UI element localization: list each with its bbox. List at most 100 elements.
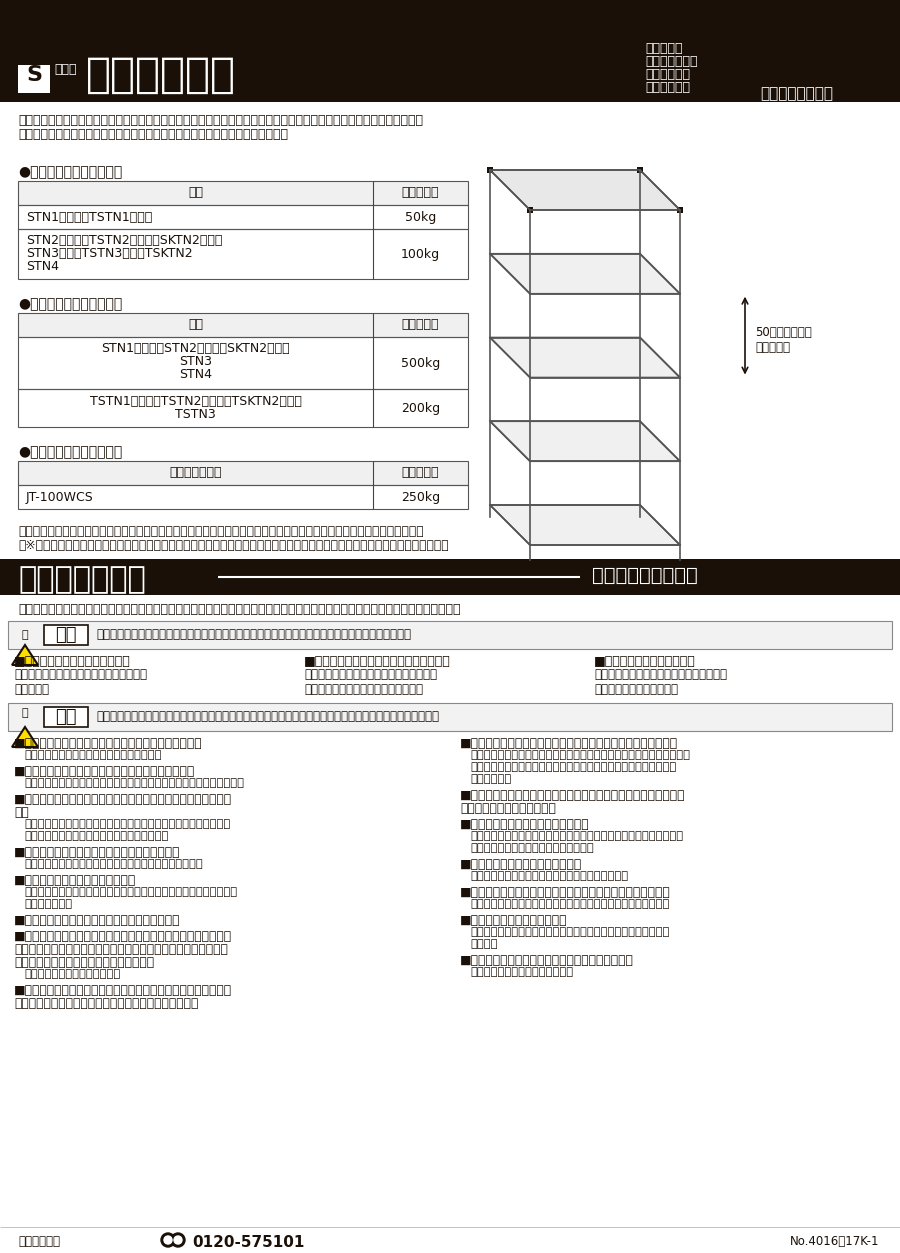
Text: ●棚１連あたりの最大荷重: ●棚１連あたりの最大荷重: [18, 297, 122, 311]
Text: に強く、汚れも目立ちません。工場倉庫・店舗で、末永くご使用いただけます。: に強く、汚れも目立ちません。工場倉庫・店舗で、末永くご使用いただけます。: [18, 128, 288, 142]
Text: もあります。: もあります。: [470, 774, 511, 784]
Text: ■組立作業時は、必ず複数の人間で行って下さい。: ■組立作業時は、必ず複数の人間で行って下さい。: [460, 954, 634, 967]
Text: 均等耐荷重: 均等耐荷重: [401, 318, 439, 331]
Bar: [18, 205, 468, 229]
Text: ■消耗品には寿命があります。: ■消耗品には寿命があります。: [460, 913, 568, 927]
Text: 安全上のご注意: 安全上のご注意: [18, 565, 146, 594]
Text: 本体が腐食し、倒壊するおそれがあります。商品が濡れた場合は、: 本体が腐食し、倒壊するおそれがあります。商品が濡れた場合は、: [24, 819, 230, 829]
Text: 警告: 警告: [55, 626, 76, 644]
Text: ■可動面の隙間に指を入れますと、指をはさむおそれがありますの: ■可動面の隙間に指を入れますと、指をはさむおそれがありますの: [460, 789, 686, 802]
Bar: [487, 167, 493, 173]
Text: ■傾斜地では使用しないで下さい。: ■傾斜地では使用しないで下さい。: [14, 875, 136, 887]
Text: ■製品の上に腰を掛けたり、乗ったりしないで下さい。: ■製品の上に腰を掛けたり、乗ったりしないで下さい。: [14, 737, 203, 751]
Text: 転倒・落下により、けがをするおそれがあります。: 転倒・落下により、けがをするおそれがあります。: [470, 871, 628, 881]
Text: をされる場合は購入店へご相談下さい。: をされる場合は購入店へご相談下さい。: [470, 843, 594, 853]
Text: 等高温になった器具類、加熱したナベ・ヤカン等を直接置く等、: 等高温になった器具類、加熱したナベ・ヤカン等を直接置く等、: [14, 944, 228, 956]
Text: 可動部等に異常音等（摩耗現象）が発生した場合購入店へご相談: 可動部等に異常音等（摩耗現象）が発生した場合購入店へご相談: [470, 927, 670, 937]
Text: STN4: STN4: [179, 368, 212, 381]
Text: 50kg: 50kg: [405, 211, 436, 224]
Text: サカエラック: サカエラック: [86, 54, 236, 96]
Text: 誤った使いかたをすると「損傷または財産への損害が発生する可能性が想定される」内容を説明しています。: 誤った使いかたをすると「損傷または財産への損害が発生する可能性が想定される」内容…: [96, 710, 439, 723]
Bar: [8, 703, 892, 730]
Bar: [44, 625, 88, 645]
Text: JT-100WCS: JT-100WCS: [26, 491, 94, 504]
Bar: [677, 207, 683, 213]
Bar: [18, 313, 468, 337]
Text: 転倒等の事故の原因となります。: 転倒等の事故の原因となります。: [470, 967, 573, 977]
Polygon shape: [490, 337, 680, 377]
Text: 均等耐荷重: 均等耐荷重: [401, 185, 439, 199]
Text: アジャスターで調整し、水平の状態で使用して下さい。: アジャスターで調整し、水平の状態で使用して下さい。: [14, 997, 198, 1010]
Text: お使いになる人や、他の人への危険や財産への損害を未然に防止するため、必ずお守りいただく内容を次の要領で説明しています。: お使いになる人や、他の人への危険や財産への損害を未然に防止するため、必ずお守りい…: [18, 603, 461, 616]
Bar: [18, 65, 50, 93]
Polygon shape: [490, 505, 680, 545]
Text: 500kg: 500kg: [400, 357, 440, 370]
Text: 必ずお守りください: 必ずお守りください: [592, 566, 698, 585]
Text: ■不安定な場所に置かない。: ■不安定な場所に置かない。: [594, 655, 696, 668]
Text: ■直射日光の当たる所に製品を置いたり、製品の上にハンダゴテ: ■直射日光の当たる所に製品を置いたり、製品の上にハンダゴテ: [14, 930, 232, 944]
Text: お客様相談室: お客様相談室: [18, 1235, 60, 1248]
Text: STN3　　　TSTN3　　　TSKTN2: STN3 TSTN3 TSKTN2: [26, 247, 193, 261]
Text: ！: ！: [22, 630, 28, 640]
Text: 温度・湿度の著しい環境は避けて下さい。: 温度・湿度の著しい環境は避けて下さい。: [14, 956, 154, 969]
Bar: [0, 0, 900, 101]
Text: オプション品番: オプション品番: [169, 466, 221, 479]
Text: ■移動時は、ラックが傾かないようにゆっくり運ぶ。: ■移動時は、ラックが傾かないようにゆっくり運ぶ。: [14, 766, 195, 778]
Bar: [18, 461, 468, 485]
Text: れがあります。: れがあります。: [24, 898, 72, 908]
Bar: [18, 180, 468, 205]
Text: STN1タイプ・TSTN1タイプ: STN1タイプ・TSTN1タイプ: [26, 211, 152, 224]
Text: 品番: 品番: [188, 318, 203, 331]
Text: ●キャスター時の最大荷重: ●キャスター時の最大荷重: [18, 445, 122, 459]
Text: ■取付ビスがゆるんだり、外れたままで使用しないで下さい。: ■取付ビスがゆるんだり、外れたままで使用しないで下さい。: [460, 886, 670, 898]
Text: で絶対に入れないで下さい。: で絶対に入れないで下さい。: [460, 802, 556, 814]
Text: 積載荷重は、製品の耐荷重の範囲内にして下さい。それ以上載せたり、荷重が片寄りますと製品破損の恐れがあります。: 積載荷重は、製品の耐荷重の範囲内にして下さい。それ以上載せたり、荷重が片寄ります…: [18, 525, 424, 538]
Circle shape: [171, 1233, 185, 1247]
Text: TSTN3: TSTN3: [176, 408, 216, 421]
Bar: [18, 388, 468, 427]
Text: 下さい。: 下さい。: [470, 938, 498, 949]
Text: 傾斜棚タイプ: 傾斜棚タイプ: [645, 68, 690, 81]
Text: ■壊れやすい物、危険物、薬品等は収納しない。: ■壊れやすい物、危険物、薬品等は収納しない。: [14, 846, 181, 860]
Text: ■耐荷重以上の荷物を置かない。: ■耐荷重以上の荷物を置かない。: [14, 655, 130, 668]
Text: このたびは、サカエラックをお買い上げいただき、まことにありがとうございます。本製品は、粉体塗装でサビ・キズ等: このたびは、サカエラックをお買い上げいただき、まことにありがとうございます。本製…: [18, 114, 423, 127]
Bar: [527, 207, 533, 213]
Text: い。: い。: [14, 806, 29, 819]
Text: STN4: STN4: [26, 261, 59, 273]
Text: STN2タイプ・TSTN2タイプ・SKTN2タイプ: STN2タイプ・TSTN2タイプ・SKTN2タイプ: [26, 234, 222, 247]
Bar: [44, 707, 88, 727]
Text: 破損してけがをしたり、健康を害するおそれがあります。: 破損してけがをしたり、健康を害するおそれがあります。: [24, 860, 203, 870]
Text: ●棚１段あたりの最大荷重: ●棚１段あたりの最大荷重: [18, 165, 122, 179]
Text: 注意: 注意: [55, 708, 76, 725]
Text: 250kg: 250kg: [400, 491, 440, 504]
Text: S: S: [26, 65, 42, 85]
Text: 変形や破損、転倒等の原因により抜け落ちるおそれがあります。: 変形や破損、転倒等の原因により抜け落ちるおそれがあります。: [470, 898, 670, 908]
Text: 転倒したり、天板が破損したり、足を滑ら
せて、けがをするおそれがあります。: 転倒したり、天板が破損したり、足を滑ら せて、けがをするおそれがあります。: [304, 668, 437, 695]
Text: 固定タイプ: 固定タイプ: [645, 43, 682, 55]
Text: 荷物が落ちたり、転倒して破損したり、けがをするおそれがあります。: 荷物が落ちたり、転倒して破損したり、けがをするおそれがあります。: [24, 778, 244, 788]
Text: ラックに触れて倒れたりして、けがをするおそれがあります。また、連: ラックに触れて倒れたりして、けがをするおそれがあります。また、連: [470, 751, 690, 761]
Text: STN3: STN3: [179, 355, 212, 368]
Text: コボレ止め付: コボレ止め付: [645, 81, 690, 94]
Text: ■野外や水のかかる場所で使用しない。また、濡れた物を置かな: ■野外や水のかかる場所で使用しない。また、濡れた物を置かな: [14, 793, 232, 806]
Circle shape: [174, 1235, 182, 1244]
Text: ■アジャスター付き製品本体と、床面等にガタツキがある時は、: ■アジャスター付き製品本体と、床面等にガタツキがある時は、: [14, 984, 232, 997]
Circle shape: [164, 1235, 172, 1244]
Text: 0120-575101: 0120-575101: [192, 1235, 304, 1250]
Bar: [18, 229, 468, 279]
Text: ラックが倒れたり、荷物が落下して、けが
をするおそれがあります。: ラックが倒れたり、荷物が落下して、けが をするおそれがあります。: [594, 668, 727, 695]
Text: ！: ！: [22, 708, 28, 718]
Text: ■変形・破損したまま使用しない。: ■変形・破損したまま使用しない。: [460, 858, 582, 871]
Polygon shape: [12, 727, 38, 747]
Bar: [8, 621, 892, 649]
Text: STN1タイプ・STN2タイプ・SKTN2タイプ: STN1タイプ・STN2タイプ・SKTN2タイプ: [101, 342, 290, 355]
Text: 100kg: 100kg: [400, 248, 440, 261]
Text: 変色や変形の原因となります。: 変色や変形の原因となります。: [24, 969, 121, 979]
Polygon shape: [12, 645, 38, 665]
Bar: [637, 167, 643, 173]
Text: 取付ミスなどにより、ラックが不安定になり危険です。特別なご使用: 取付ミスなどにより、ラックが不安定になり危険です。特別なご使用: [470, 831, 683, 841]
Text: 必ず乾いたやわらかい布で拭き取って下さい。: 必ず乾いたやわらかい布で拭き取って下さい。: [24, 831, 168, 841]
Text: ラックが転倒するおそれがあり、人や物に当たりけがや破損するおそ: ラックが転倒するおそれがあり、人や物に当たりけがや破損するおそ: [24, 887, 237, 897]
Text: No.4016　17K-1: No.4016 17K-1: [790, 1235, 879, 1248]
Text: 高さ調整タイプ: 高さ調整タイプ: [645, 55, 698, 68]
